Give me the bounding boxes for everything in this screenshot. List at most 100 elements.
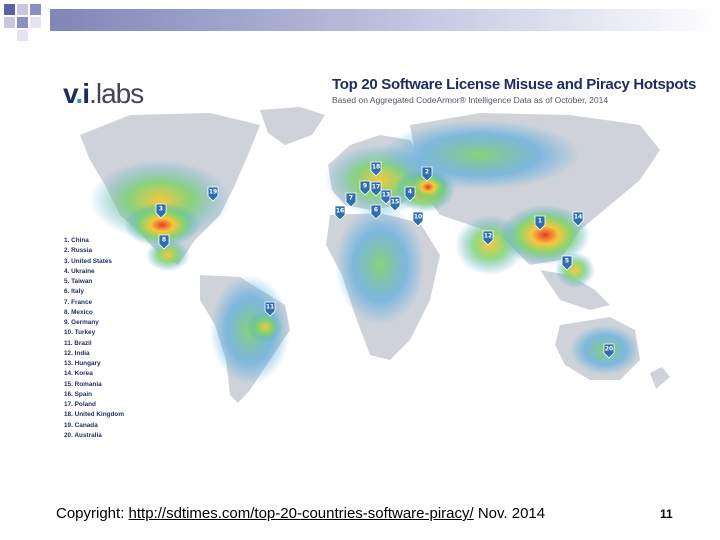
ranking-legend: 1. China 2. Russia 3. United States 4. Ukra…	[64, 236, 124, 441]
deco-square	[17, 4, 28, 15]
legend-item: 17. Poland	[64, 401, 96, 408]
legend-item: 13. Hungary	[64, 360, 101, 367]
heat-china	[500, 205, 590, 265]
header-decoration	[0, 0, 720, 42]
logo-dot: .	[75, 78, 84, 109]
pin-marker-icon	[370, 204, 382, 220]
copyright-date: Nov. 2014	[473, 505, 546, 522]
pin-canada: 19	[207, 186, 219, 202]
pin-label: 13	[382, 192, 390, 199]
pin-marker-icon	[534, 215, 546, 231]
pin-label: 9	[363, 183, 367, 190]
pin-label: 2	[425, 169, 429, 176]
legend-item: 5. Taiwan	[64, 278, 93, 285]
legend-item: 4. Ukraine	[64, 267, 95, 275]
pin-marker-icon	[404, 186, 416, 202]
pin-label: 18	[372, 164, 380, 171]
pin-marker-icon	[207, 186, 219, 202]
pin-korea: 14	[572, 211, 584, 227]
map-title: Top 20 Software License Misuse and Pirac…	[332, 76, 696, 93]
legend-item: 20. Australia	[64, 431, 102, 439]
new-zealand-land	[650, 367, 670, 389]
pin-marker-icon	[561, 255, 573, 271]
pin-label: 3	[159, 206, 163, 213]
pin-turkey: 10	[412, 211, 424, 227]
pin-marker-icon	[264, 301, 276, 317]
pin-united-states: 3	[155, 203, 167, 219]
pin-marker-icon	[572, 211, 584, 227]
heat-taiwan	[555, 252, 595, 288]
pin-mexico: 8	[158, 234, 170, 250]
legend-item: 1. China	[64, 237, 89, 244]
pin-marker-icon	[603, 343, 615, 359]
pin-ukraine: 4	[404, 186, 416, 202]
copyright-prefix: Copyright:	[56, 505, 129, 522]
heat-russia-wide	[380, 120, 580, 190]
legend-item: 15. Romania	[64, 380, 102, 388]
southeast-asia-land	[540, 270, 610, 310]
pin-marker-icon	[370, 161, 382, 177]
pin-india: 12	[482, 230, 494, 246]
legend-item: 19. Canada	[64, 421, 98, 429]
pin-label: 17	[372, 184, 380, 191]
pin-label: 15	[391, 199, 399, 206]
pin-germany: 9	[359, 180, 371, 196]
greenland-land	[260, 107, 325, 145]
pin-united-kingdom: 18	[370, 161, 382, 177]
pin-label: 7	[349, 195, 353, 202]
pin-label: 20	[605, 346, 613, 353]
logo-letter-v: v	[63, 78, 76, 109]
header-gradient-bar	[50, 9, 720, 31]
source-link[interactable]: http://sdtimes.com/top-20-countries-soft…	[128, 505, 474, 522]
pin-marker-icon	[370, 181, 382, 197]
pin-label: 10	[414, 214, 422, 221]
legend-item: 7. France	[64, 298, 93, 306]
pin-label: 1	[538, 218, 542, 225]
logo-labs: .labs	[89, 78, 144, 109]
pin-france: 7	[345, 192, 357, 208]
pin-label: 19	[209, 189, 217, 196]
deco-square	[17, 17, 28, 28]
vi-labs-logo: v.i.labs	[63, 78, 144, 110]
pin-marker-icon	[359, 180, 371, 196]
legend-item: 18. United Kingdom	[64, 411, 125, 419]
pin-label: 16	[336, 208, 344, 215]
copyright-footer: Copyright: http://sdtimes.com/top-20-cou…	[56, 505, 545, 522]
pin-marker-icon	[482, 230, 494, 246]
heat-africa	[335, 205, 425, 325]
pin-marker-icon	[155, 203, 167, 219]
legend-item: 9. Germany	[64, 319, 99, 326]
pin-label: 4	[408, 189, 412, 196]
pin-label: 5	[565, 258, 569, 265]
legend-item: 12. India	[64, 349, 90, 357]
legend-item: 3. United States	[64, 257, 112, 265]
pin-label: 11	[266, 304, 274, 311]
pin-australia: 20	[603, 343, 615, 359]
pin-taiwan: 5	[561, 255, 573, 271]
map-subtitle: Based on Aggregated CodeArmor® Intellige…	[332, 95, 609, 105]
pin-marker-icon	[389, 196, 401, 212]
legend-item: 8. Mexico	[64, 308, 93, 316]
legend-item: 2. Russia	[64, 247, 93, 255]
pin-label: 6	[374, 207, 378, 214]
legend-item: 14. Korea	[64, 370, 93, 378]
deco-square	[30, 17, 41, 28]
pin-marker-icon	[345, 192, 357, 208]
deco-square	[4, 4, 15, 15]
pin-brazil: 11	[264, 301, 276, 317]
pin-poland: 17	[370, 181, 382, 197]
pin-marker-icon	[158, 234, 170, 250]
pin-china: 1	[534, 215, 546, 231]
pin-hungary: 13	[380, 189, 392, 205]
pin-label: 8	[162, 237, 166, 244]
pin-marker-icon	[412, 211, 424, 227]
heat-brazil	[247, 311, 283, 343]
legend-item: 11. Brazil	[64, 339, 92, 347]
pin-spain: 16	[334, 205, 346, 221]
pin-label: 14	[574, 214, 582, 221]
pin-label: 12	[484, 233, 492, 240]
page-number: 11	[660, 507, 673, 521]
pin-romania: 15	[389, 196, 401, 212]
